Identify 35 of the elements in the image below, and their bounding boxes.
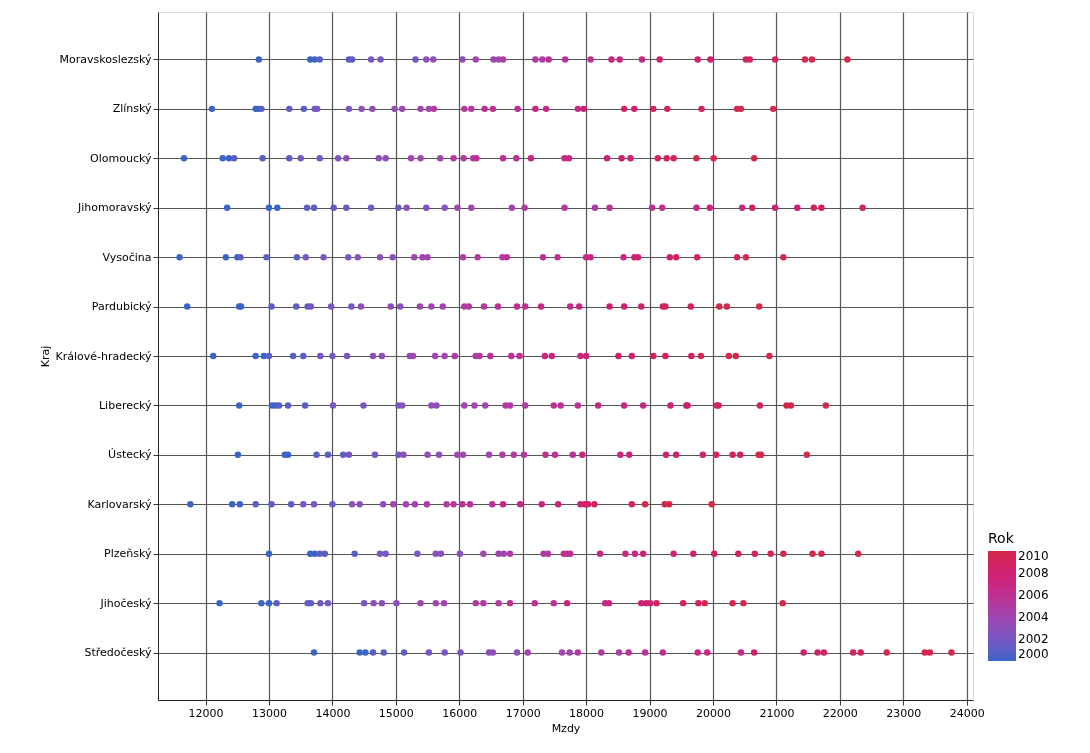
x-tick-label: 23000 [886,706,922,720]
x-tick-label: 16000 [442,706,478,720]
x-tick-label: 22000 [822,706,858,720]
y-tick-label: Pardubický [91,300,152,314]
y-tick-label: Jihomoravský [77,201,152,215]
y-tick-label: Jihočeský [99,596,152,610]
color-bar-label: 2006 [1018,588,1049,602]
x-tick-label: 21000 [759,706,795,720]
color-bar-title: Rok [988,530,1015,546]
x-tick-label: 13000 [251,706,287,720]
x-tick-label: 24000 [949,706,985,720]
y-tick-label: Králové-hradecký [55,349,152,363]
y-axis-title: Kraj [39,345,53,368]
y-tick-label: Středočeský [84,646,152,660]
y-tick-label: Liberecký [98,398,152,412]
y-tick-label: Olomoucký [90,151,152,165]
y-tick-label: Plzeňský [104,547,152,561]
y-tick-label: Moravskoslezský [59,52,152,66]
color-bar-label: 2004 [1018,610,1049,624]
x-tick-label: 12000 [188,706,224,720]
y-tick-label: Zlínský [112,102,152,116]
color-bar-label: 2000 [1018,647,1049,661]
color-bar-label: 2010 [1018,549,1049,563]
x-tick-label: 15000 [378,706,414,720]
y-tick-label: Karlovarský [87,497,152,511]
x-axis-title: Mzdy [551,721,581,735]
color-bar-label: 2008 [1018,566,1049,580]
x-tick-label: 19000 [632,706,668,720]
y-tick-label: Ústecký [108,448,152,462]
x-tick-label: 14000 [315,706,351,720]
y-tick-label: Vysočina [102,250,152,264]
x-tick-label: 20000 [695,706,731,720]
color-bar-label: 2002 [1018,632,1049,646]
x-tick-label: 17000 [505,706,541,720]
x-tick-label: 18000 [569,706,605,720]
